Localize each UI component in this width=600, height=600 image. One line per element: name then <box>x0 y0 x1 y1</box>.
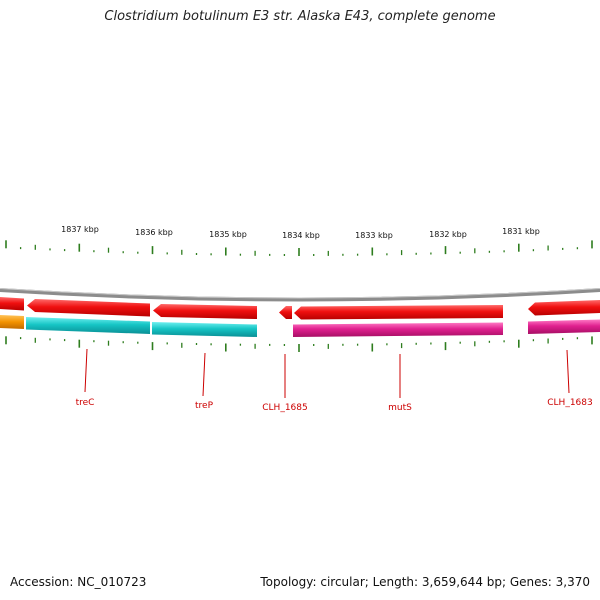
genome-backbone <box>0 288 600 302</box>
cyan-feature-trec <box>26 317 150 334</box>
inner-ruler-ticks <box>5 336 593 352</box>
kbp-label: 1836 kbp <box>135 228 173 237</box>
leader-line <box>566 349 570 394</box>
red-feature-segment <box>0 297 24 311</box>
red-feature-arrow <box>294 305 503 320</box>
orange-feature <box>0 315 24 329</box>
cyan-feature-trep <box>152 322 257 337</box>
kbp-label: 1835 kbp <box>209 230 247 239</box>
gene-label-clh1685: CLH_1685 <box>262 403 307 413</box>
ruler-labels: 1837 kbp 1836 kbp 1835 kbp 1834 kbp 1833… <box>61 225 540 240</box>
gene-leader-lines <box>84 348 570 398</box>
red-feature-arrow <box>153 304 257 319</box>
red-feature-arrow <box>279 306 292 319</box>
kbp-label: 1837 kbp <box>61 225 99 234</box>
gene-label-trec: treC <box>76 398 95 408</box>
leader-line <box>202 352 206 397</box>
outer-ruler-ticks <box>5 240 593 256</box>
kbp-label: 1833 kbp <box>355 231 393 240</box>
gene-label-trep: treP <box>195 401 214 411</box>
inner-strand-features <box>0 315 600 337</box>
leader-line <box>84 348 88 393</box>
forward-strand-features <box>0 297 600 320</box>
gene-label-muts: mutS <box>388 403 412 413</box>
kbp-label: 1831 kbp <box>502 227 540 236</box>
red-feature-arrow <box>528 300 600 316</box>
map-title: Clostridium botulinum E3 str. Alaska E43… <box>104 9 496 24</box>
gene-labels: treC treP CLH_1685 mutS CLH_1683 <box>76 398 593 413</box>
gene-label-clh1683: CLH_1683 <box>547 398 592 408</box>
red-feature-arrow <box>27 299 150 317</box>
magenta-feature-clh1683 <box>528 319 600 334</box>
kbp-label: 1834 kbp <box>282 231 320 240</box>
genome-summary-text: Topology: circular; Length: 3,659,644 bp… <box>260 575 590 589</box>
accession-text: Accession: NC_010723 <box>10 575 147 589</box>
kbp-label: 1832 kbp <box>429 230 467 239</box>
magenta-feature-muts <box>293 322 503 337</box>
